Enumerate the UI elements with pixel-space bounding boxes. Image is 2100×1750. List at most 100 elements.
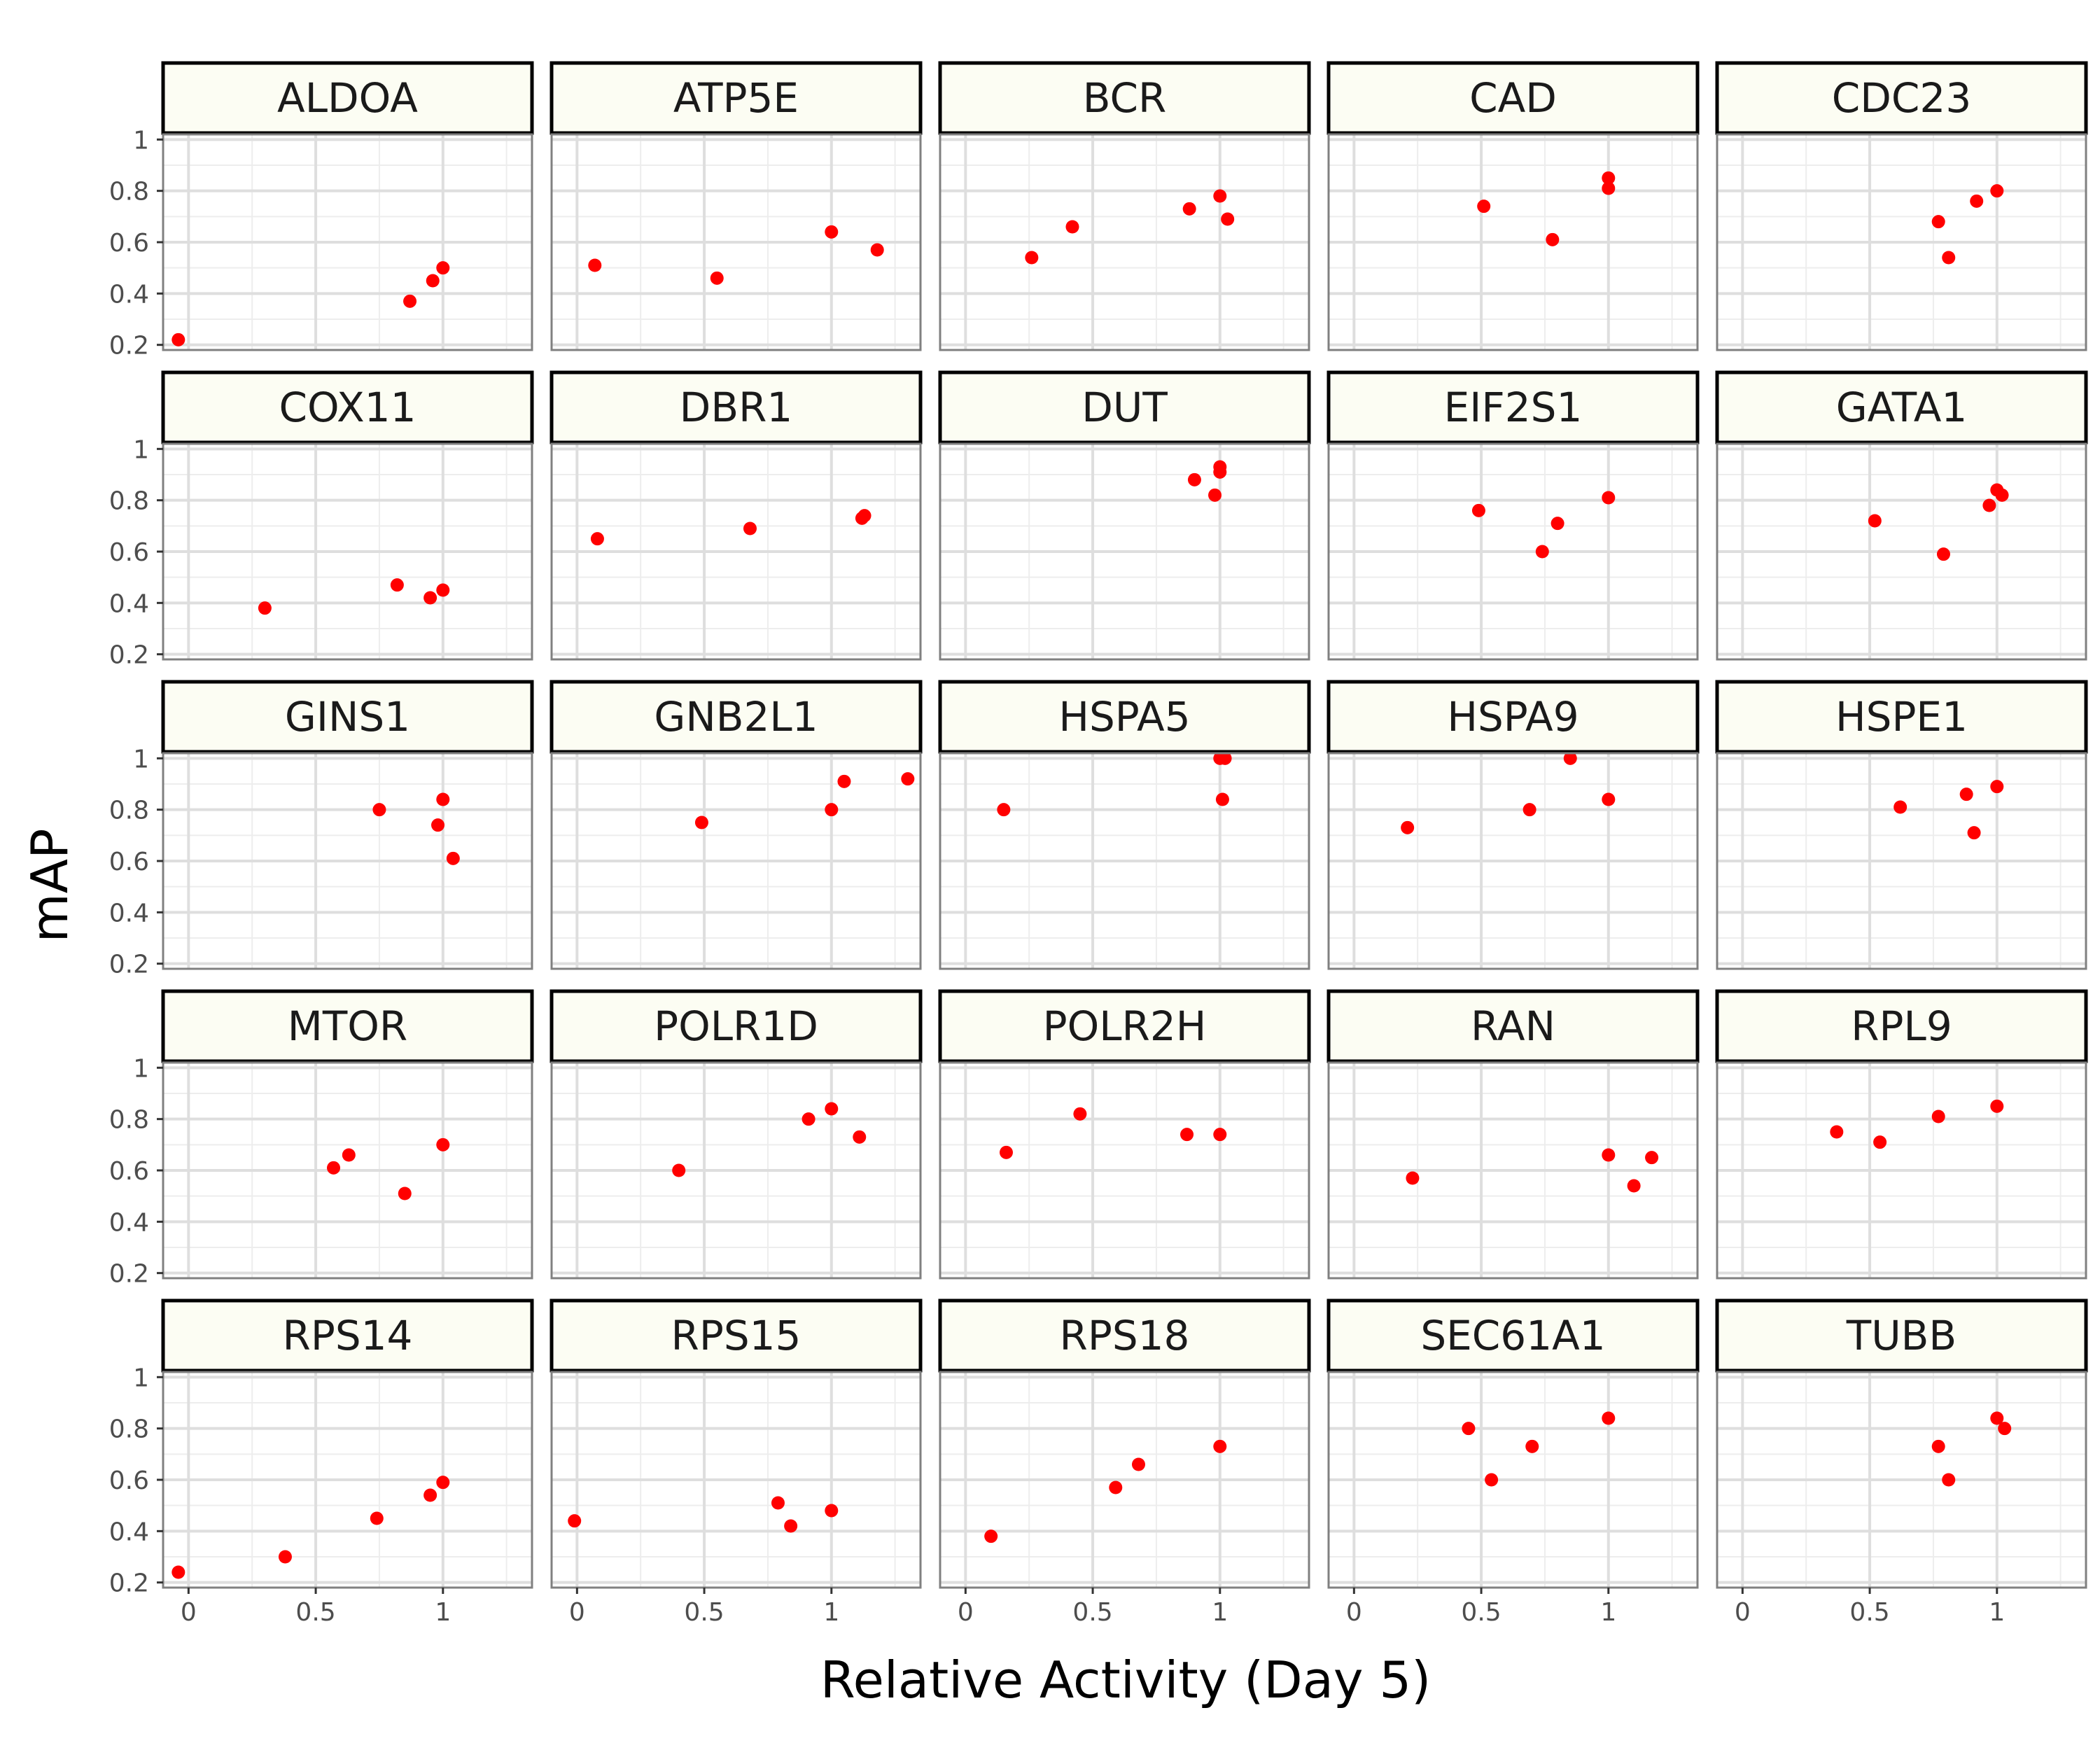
panel-border: [1716, 133, 2087, 351]
facet-panel: ALDOA: [161, 61, 534, 351]
points: [588, 225, 884, 285]
data-point: [1990, 780, 2004, 794]
y-tick-label: 0.4: [109, 1518, 149, 1546]
facet-strip: [550, 680, 923, 754]
facet-title: ALDOA: [277, 74, 418, 122]
data-point: [1645, 1151, 1659, 1165]
points: [568, 1496, 839, 1533]
points: [327, 1138, 450, 1200]
data-point: [901, 772, 915, 786]
data-point: [1931, 1110, 1945, 1124]
data-point: [1221, 212, 1235, 226]
grid: [1717, 444, 2086, 659]
facet-title: ATP5E: [673, 74, 799, 122]
data-point: [403, 294, 417, 308]
facet-strip: [550, 989, 923, 1063]
facet-panel: DUT: [938, 370, 1311, 661]
x-tick-label: 0: [1735, 1598, 1751, 1627]
data-point: [743, 522, 757, 536]
panel-border: [1716, 1061, 2087, 1280]
data-point: [1471, 503, 1485, 517]
axes-layer: 0.2 0.4 0.6 0.8 1 0.2 0.4 0.6 0.8 1 0.2 0.4 0.6 0.8 1 0…: [109, 126, 2005, 1627]
points: [997, 753, 1232, 817]
data-point: [1109, 1480, 1123, 1494]
facet-title: CAD: [1469, 74, 1557, 122]
facet-title: COX11: [279, 384, 416, 431]
data-point: [1868, 514, 1882, 528]
facet-panel: RPS18: [938, 1298, 1311, 1589]
facet-panel: GNB2L1: [550, 680, 923, 970]
points: [694, 772, 915, 830]
data-point: [1525, 1439, 1539, 1453]
facet-title: POLR2H: [1043, 1002, 1207, 1050]
facet-strip: [1326, 680, 1700, 754]
data-point: [436, 1476, 450, 1490]
panel-border: [550, 752, 922, 970]
data-point: [327, 1161, 341, 1175]
facet-panel: HSPA5: [938, 680, 1311, 970]
x-tick-label: 0.5: [295, 1598, 335, 1627]
data-point: [837, 774, 851, 788]
facet-title: GATA1: [1836, 384, 1968, 431]
data-point: [784, 1519, 798, 1533]
y-tick-label: 0.8: [109, 487, 149, 516]
y-axis-title: mAP: [20, 829, 79, 943]
panel-border: [1716, 752, 2087, 970]
facet-strip: [550, 370, 923, 444]
facet-strip: [1715, 989, 2088, 1063]
facet-title: EIF2S1: [1444, 384, 1583, 431]
panel-border: [550, 442, 922, 661]
facet-panel: RPS15: [550, 1298, 923, 1589]
grid: [163, 1063, 532, 1278]
data-point: [424, 591, 438, 605]
x-tick-label: 0.5: [684, 1598, 724, 1627]
panel-border: [1716, 1371, 2087, 1589]
data-point: [1213, 465, 1227, 479]
data-point: [1942, 1473, 1956, 1487]
facet-panel: RAN: [1326, 989, 1700, 1280]
panel-border: [1327, 133, 1699, 351]
data-point: [825, 1102, 839, 1116]
data-point: [1073, 1107, 1087, 1121]
facet-panel: POLR2H: [938, 989, 1311, 1280]
grid: [163, 444, 532, 659]
data-point: [1213, 1439, 1227, 1453]
data-point: [802, 1112, 816, 1126]
grid: [552, 753, 920, 969]
data-point: [672, 1163, 686, 1177]
y-tick-label: 0.6: [109, 538, 149, 567]
x-tick-label: 1: [1212, 1598, 1228, 1627]
facet-panel: ATP5E: [550, 61, 923, 351]
panel-border: [939, 752, 1310, 970]
data-point: [1830, 1125, 1844, 1139]
grid: [1717, 1063, 2086, 1278]
y-tick-label: 0.8: [109, 178, 149, 206]
facet-strip: [938, 370, 1311, 444]
facet-title: RPS15: [671, 1312, 802, 1359]
facet-panel: HSPA9: [1326, 680, 1700, 970]
facet-strip: [161, 989, 534, 1063]
y-tick-label: 0.4: [109, 1208, 149, 1237]
facet-strip: [1326, 989, 1700, 1063]
data-point: [1182, 202, 1196, 216]
panel-border: [1327, 752, 1699, 970]
facet-strip: [938, 1298, 1311, 1373]
facet-strip: [1326, 1298, 1700, 1373]
data-point: [1218, 753, 1232, 765]
data-point: [1602, 792, 1616, 806]
facet-panel: COX11: [161, 370, 534, 661]
facet-panel: EIF2S1: [1326, 370, 1700, 661]
facet-title: GNB2L1: [654, 693, 818, 741]
facet-panel: RPS14: [161, 1298, 534, 1589]
panel-border: [1327, 442, 1699, 661]
facet-panel: CDC23: [1715, 61, 2088, 351]
facet-title: TUBB: [1846, 1312, 1956, 1359]
panel-border: [939, 1061, 1310, 1280]
x-tick-label: 0.5: [1849, 1598, 1889, 1627]
grid: [1717, 1372, 2086, 1588]
data-point: [1998, 1422, 2012, 1436]
data-point: [568, 1514, 582, 1528]
y-tick-label: 0.6: [109, 848, 149, 876]
data-point: [858, 509, 872, 523]
